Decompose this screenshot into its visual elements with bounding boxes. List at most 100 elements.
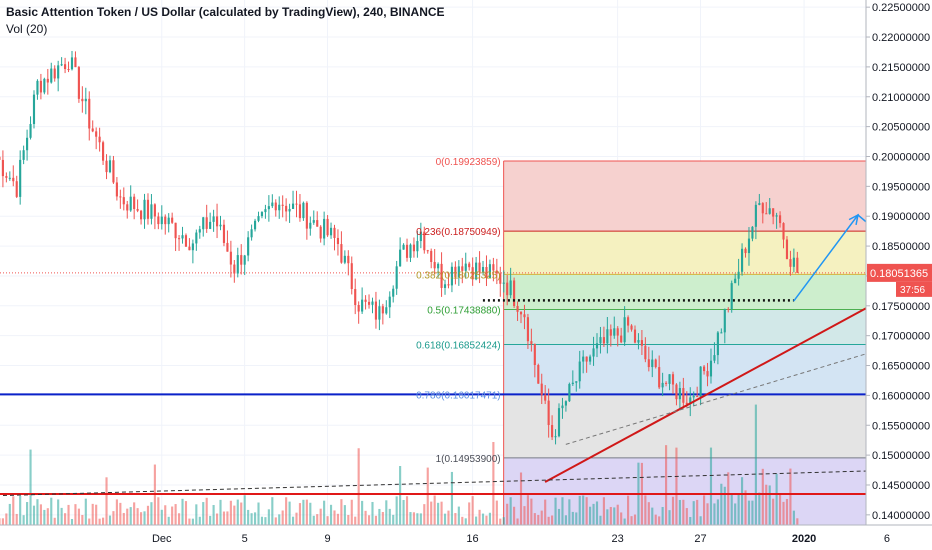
volume-bar xyxy=(385,500,388,525)
candle-body xyxy=(295,203,298,205)
volume-bars xyxy=(0,404,799,525)
candle-body xyxy=(478,262,481,273)
projection-arrowhead xyxy=(848,213,859,225)
candle-body xyxy=(354,289,357,305)
volume-bar xyxy=(678,499,681,525)
candle-body xyxy=(602,337,605,344)
volume-bar xyxy=(713,503,716,525)
y-tick-label: 0.22000000 xyxy=(872,32,930,44)
candle-body xyxy=(426,250,429,252)
volume-bar xyxy=(105,477,108,525)
candle-body xyxy=(582,356,585,362)
candle-body xyxy=(312,220,315,223)
candle-body xyxy=(468,263,471,268)
volume-bar xyxy=(91,503,94,525)
candle-body xyxy=(727,308,730,310)
candle-body xyxy=(236,255,239,274)
volume-bar xyxy=(329,504,333,525)
candle-body xyxy=(81,98,84,102)
candle-body xyxy=(274,202,277,211)
candle-body xyxy=(730,283,733,310)
volume-bar xyxy=(633,514,637,525)
volume-bar xyxy=(160,509,163,525)
x-tick-label: 23 xyxy=(611,533,623,545)
candle-body xyxy=(416,241,419,252)
candle-body xyxy=(651,359,654,368)
volume-bar xyxy=(267,509,270,525)
volume-bar xyxy=(146,505,150,525)
volume-bar xyxy=(589,506,592,525)
volume-bar xyxy=(260,516,264,525)
volume-bar xyxy=(354,516,357,525)
fib-zone xyxy=(503,344,866,395)
volume-bar xyxy=(772,498,775,525)
countdown-label: 37:56 xyxy=(900,285,925,296)
volume-bar xyxy=(281,510,284,525)
volume-bar xyxy=(789,468,792,525)
candle-body xyxy=(654,359,657,368)
candle-body xyxy=(637,340,640,343)
volume-bar xyxy=(295,512,298,525)
volume-bar xyxy=(64,513,67,525)
candle-body xyxy=(215,216,219,227)
volume-bar xyxy=(102,517,105,525)
volume-bar xyxy=(84,498,87,525)
candle-body xyxy=(523,314,526,318)
y-tick-label: 0.19500000 xyxy=(872,181,930,193)
volume-bar xyxy=(167,516,170,525)
candle-body xyxy=(778,215,782,224)
candle-body xyxy=(561,405,564,409)
volume-bar xyxy=(723,486,726,525)
x-tick-label: 6 xyxy=(884,533,890,545)
candle-body xyxy=(70,57,74,70)
volume-bar xyxy=(623,518,626,525)
y-tick-label: 0.18500000 xyxy=(872,241,930,253)
candle-body xyxy=(316,220,319,227)
volume-bar xyxy=(181,498,184,525)
candle-body xyxy=(765,213,768,215)
volume-bar xyxy=(150,502,153,525)
candle-body xyxy=(751,226,754,239)
volume-bar xyxy=(305,499,308,525)
candle-body xyxy=(333,227,336,238)
candle-body xyxy=(616,328,619,336)
candle-body xyxy=(665,382,668,384)
volume-bar xyxy=(706,503,709,525)
candle-body xyxy=(247,237,250,256)
volume-bar xyxy=(15,513,18,525)
volume-bar xyxy=(143,511,146,525)
volume-bar xyxy=(778,494,782,525)
volume-bar xyxy=(644,495,647,525)
candle-body xyxy=(761,203,764,214)
candle-body xyxy=(281,204,284,206)
candle-body xyxy=(257,216,260,221)
candle-body xyxy=(309,222,312,229)
candle-body xyxy=(768,208,771,214)
candle-body xyxy=(713,355,716,361)
candle-body xyxy=(326,218,329,236)
y-tick-label: 0.17500000 xyxy=(872,301,930,313)
candle-body xyxy=(706,371,709,377)
candle-body xyxy=(212,216,215,222)
volume-bar xyxy=(264,517,267,525)
volume-bar xyxy=(177,513,181,525)
y-tick-label: 0.17000000 xyxy=(872,331,930,343)
candle-body xyxy=(167,217,170,225)
x-tick-label: 16 xyxy=(466,533,478,545)
candle-body xyxy=(782,223,785,240)
volume-bar xyxy=(43,509,46,525)
volume-bar xyxy=(754,404,757,525)
candle-body xyxy=(243,255,246,265)
candle-body xyxy=(540,383,543,395)
candle-body xyxy=(627,317,630,326)
candle-body xyxy=(43,78,46,93)
volume-bar xyxy=(668,510,671,525)
candle-body xyxy=(720,332,723,334)
candle-body xyxy=(171,217,174,223)
volume-bar xyxy=(302,499,305,525)
volume-bar xyxy=(716,499,719,525)
volume-bar xyxy=(340,499,343,525)
candle-body xyxy=(723,308,726,333)
volume-bar xyxy=(423,504,426,525)
